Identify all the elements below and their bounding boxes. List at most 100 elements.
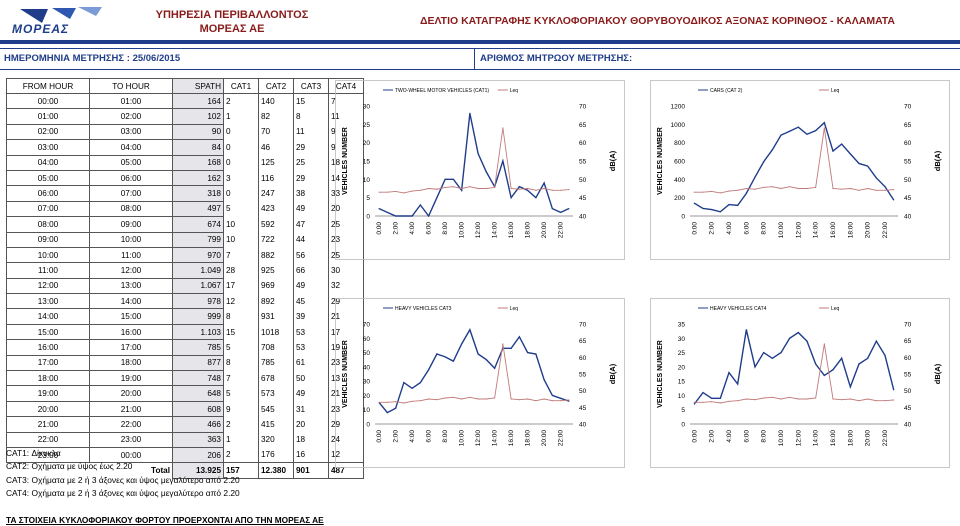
table-row: 15:00 16:00 1.103 15 1018 53 17: [6, 323, 364, 341]
x-tick-label: 4:00: [726, 430, 733, 443]
data-point-leq: [702, 401, 704, 403]
table-cell-from-hour: 03:00: [6, 139, 90, 156]
y2-tick-label: 60: [904, 355, 912, 362]
table-cell-cat1: 1: [223, 108, 259, 125]
x-tick-label: 16:00: [830, 430, 837, 447]
x-tick-label: 8:00: [442, 222, 449, 235]
data-point-vehicles: [395, 215, 397, 217]
column-header-to-hour: TO HOUR: [89, 78, 173, 94]
table-cell-cat1: 17: [223, 278, 259, 294]
data-point-vehicles: [452, 178, 454, 180]
data-point-vehicles: [428, 215, 430, 217]
x-tick-label: 10:00: [459, 430, 466, 447]
x-tick-label: 0:00: [376, 430, 383, 443]
data-point-vehicles: [789, 337, 791, 339]
table-cell-cat3: 39: [293, 308, 329, 325]
data-point-vehicles: [560, 397, 562, 399]
y-tick-label: 0: [366, 422, 370, 429]
data-point-leq: [780, 398, 782, 400]
series-line-leq: [694, 343, 894, 404]
table-cell-cat2: 592: [258, 216, 294, 233]
y2-tick-label: 55: [579, 159, 587, 166]
x-tick-label: 4:00: [726, 222, 733, 235]
table-cell-cat1: 9: [223, 401, 259, 417]
logo-text: ΜΟΡΕΑΣ: [12, 22, 70, 36]
table-cell-spath: 318: [172, 185, 224, 202]
table-cell-to-hour: 16:00: [89, 323, 173, 341]
data-point-vehicles: [754, 366, 756, 368]
table-cell-spath: 970: [172, 246, 224, 264]
data-point-vehicles: [893, 199, 895, 201]
x-tick-label: 2:00: [393, 430, 400, 443]
table-cell-spath: 162: [172, 169, 224, 187]
table-cell-to-hour: 20:00: [89, 385, 173, 402]
total-value: 12.380: [258, 462, 294, 479]
y2-tick-label: 40: [904, 214, 912, 221]
y2-tick-label: 50: [904, 177, 912, 184]
data-point-leq: [754, 188, 756, 190]
table-cell-to-hour: 17:00: [89, 339, 173, 356]
table-row: 09:00 10:00 799 10 722 44 23: [6, 231, 364, 248]
table-row: 07:00 08:00 497 5 423 49 20: [6, 200, 364, 218]
table-cell-cat3: 49: [293, 278, 329, 294]
data-point-leq: [849, 398, 851, 400]
data-point-leq: [494, 397, 496, 399]
chart-cat2: 0 200 400 600 800 1000 1200 40 45 50 55 60 65 70 0:00 2…: [650, 80, 950, 260]
data-point-vehicles: [884, 186, 886, 188]
data-point-vehicles: [745, 192, 747, 194]
y2-tick-label: 45: [579, 195, 587, 202]
table-cell-spath: 674: [172, 216, 224, 233]
data-point-leq: [419, 189, 421, 191]
table-cell-cat2: 140: [258, 93, 294, 109]
data-point-leq: [551, 189, 553, 191]
y-tick-label: 10: [363, 177, 371, 184]
x-tick-label: 20:00: [865, 222, 872, 239]
table-cell-from-hour: 08:00: [6, 216, 90, 233]
data-point-vehicles: [461, 343, 463, 345]
x-tick-label: 10:00: [459, 222, 466, 239]
organization-name: ΥΠΗΡΕΣΙΑ ΠΕΡΙΒΑΛΛΟΝΤΟΣ ΜΟΡΕΑΣ ΑΕ: [152, 8, 312, 36]
table-cell-cat1: 0: [223, 155, 259, 171]
data-point-leq: [386, 401, 388, 403]
data-point-vehicles: [849, 153, 851, 155]
y-tick-label: 30: [363, 379, 371, 386]
data-point-vehicles: [789, 130, 791, 132]
data-point-leq: [535, 189, 537, 191]
data-point-leq: [568, 189, 570, 191]
table-cell-cat1: 5: [223, 385, 259, 402]
table-row: 20:00 21:00 608 9 545 31 23: [6, 400, 364, 418]
data-point-leq: [444, 397, 446, 399]
data-point-leq: [428, 398, 430, 400]
data-point-leq: [477, 187, 479, 190]
legend-label-series: TWO-WHEEL MOTOR VEHICLES (CAT1): [395, 88, 489, 94]
table-row: 02:00 03:00 90 0 70 11 9: [6, 123, 364, 141]
data-point-leq: [543, 398, 545, 400]
table-cell-cat4: 7: [328, 93, 364, 109]
table-cell-cat2: 708: [258, 339, 294, 356]
legend-item: CAT1: Δίκυκλα: [6, 448, 61, 458]
table-cell-to-hour: 12:00: [89, 262, 173, 279]
table-cell-from-hour: 13:00: [6, 293, 90, 310]
table-cell-to-hour: 02:00: [89, 108, 173, 125]
table-cell-cat4: 30: [328, 262, 364, 279]
data-point-leq: [395, 190, 397, 193]
category-legend: CAT1: Δίκυκλα CAT2: Οχήματα με ύψος έως 2…: [6, 447, 240, 501]
x-tick-label: 6:00: [426, 222, 433, 235]
table-cell-cat2: 882: [258, 247, 294, 263]
data-point-vehicles: [832, 150, 834, 152]
series-line-vehicles: [693, 121, 895, 213]
y-tick-label: 25: [678, 350, 686, 357]
table-cell-cat1: 7: [223, 370, 259, 386]
table-cell-cat1: 3: [223, 170, 259, 186]
data-point-leq: [527, 187, 529, 190]
table-cell-spath: 999: [172, 308, 224, 325]
data-point-leq: [535, 400, 537, 402]
data-point-vehicles: [875, 177, 877, 179]
data-point-vehicles: [535, 353, 537, 355]
table-cell-cat2: 125: [258, 155, 294, 171]
data-point-vehicles: [485, 359, 487, 361]
x-tick-label: 14:00: [492, 222, 499, 239]
data-point-leq: [395, 401, 397, 403]
y-tick-label: 60: [363, 336, 371, 343]
x-tick-label: 18:00: [525, 430, 532, 447]
